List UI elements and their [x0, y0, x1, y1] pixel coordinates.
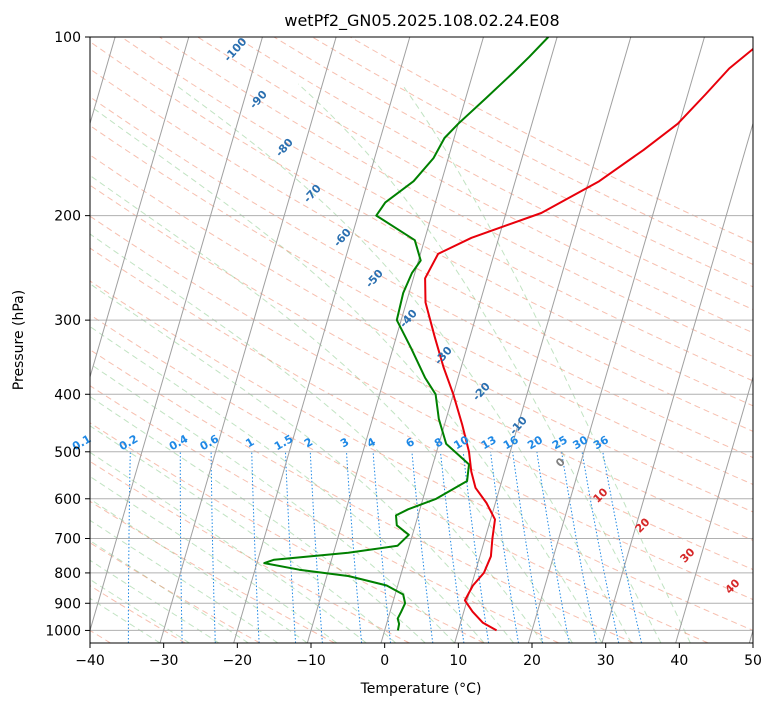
moist-adiabat-line	[174, 83, 632, 643]
y-tick-label: 900	[54, 596, 81, 612]
x-tick-label: −10	[296, 653, 326, 669]
mixing-ratio-line	[581, 451, 620, 643]
y-tick-label: 700	[54, 532, 81, 548]
dry-adiabat-line	[90, 460, 410, 643]
x-tick-label: 50	[744, 653, 762, 669]
moist-adiabat-line	[90, 597, 161, 643]
isotherm-line	[306, 37, 484, 643]
y-tick-label: 400	[54, 387, 81, 403]
y-axis-title: Pressure (hPa)	[11, 290, 27, 390]
x-axis-title: Temperature (°C)	[360, 681, 482, 697]
isotherm-line	[90, 37, 190, 379]
y-tick-label: 300	[54, 313, 81, 329]
mixing-ratio-lines	[127, 451, 642, 643]
profile-series	[263, 37, 753, 632]
mixing-ratio-line	[285, 451, 297, 643]
isotherm-line	[601, 121, 753, 643]
moist-adiabat-line	[401, 83, 691, 643]
moist-adiabat-line	[90, 498, 308, 643]
x-tick-label: 40	[670, 653, 688, 669]
dry-adiabat-line	[90, 585, 186, 643]
dry-adiabat-line	[90, 422, 485, 643]
mixing-ratio-line	[309, 451, 323, 643]
moist-adiabat-line	[90, 363, 456, 643]
moist-adiabat-line	[90, 233, 544, 643]
x-tick-label: 20	[523, 653, 541, 669]
dry-adiabat-line	[90, 247, 753, 601]
dry-adiabat-line	[90, 314, 709, 643]
y-tick-label: 800	[54, 566, 81, 582]
isotherm-line	[90, 37, 263, 633]
y-axis-ticks: 100 200 300 400 500 600 700 800 900 1000	[45, 30, 90, 639]
skewed-isotherms	[90, 37, 753, 643]
isotherm-line	[527, 37, 705, 643]
pressure-gridlines	[90, 37, 753, 631]
isotherm-line	[675, 375, 753, 643]
mixing-ratio-line	[346, 451, 363, 643]
isotherm-line	[233, 37, 411, 643]
x-tick-label: 30	[597, 653, 615, 669]
x-tick-label: −40	[75, 653, 105, 669]
x-axis-ticks: −40 −30 −20 −10 0 10 20 30 40 50	[75, 643, 762, 669]
mixing-ratio-line	[179, 451, 183, 643]
dry-adiabat-line	[235, 37, 753, 311]
dry-adiabat-line	[90, 154, 753, 513]
mixing-ratio-line	[602, 451, 642, 643]
moist-adiabat-line	[90, 519, 279, 643]
dry-adiabat-line	[90, 542, 261, 643]
x-tick-label: −20	[223, 653, 253, 669]
chart-title: wetPf2_GN05.2025.108.02.24.E08	[284, 11, 559, 31]
y-tick-label: 500	[54, 445, 81, 461]
plot-frame	[89, 36, 754, 644]
x-tick-label: 10	[449, 653, 467, 669]
moist-adiabat-line	[297, 83, 662, 643]
temperature-line	[424, 47, 753, 632]
isotherm-line	[454, 37, 632, 643]
moist-adiabat-line	[90, 578, 190, 643]
y-tick-label: 200	[54, 209, 81, 225]
dry-adiabat-line	[121, 37, 753, 382]
y-tick-label: 1000	[45, 623, 81, 639]
isotherm-line	[159, 37, 337, 643]
moist-adiabat-line	[90, 174, 573, 643]
x-tick-label: 0	[380, 653, 389, 669]
dry-adiabat-line	[90, 349, 634, 643]
dry-adiabat-line	[273, 37, 753, 288]
isotherm-line	[380, 37, 558, 643]
plot-area	[90, 37, 753, 643]
y-tick-label: 600	[54, 492, 81, 508]
dewpoint-line	[263, 37, 550, 631]
dry-adiabat-line	[90, 280, 753, 631]
y-tick-label: 100	[54, 30, 81, 46]
dry-adiabat-line	[90, 96, 753, 459]
dry-adiabat-line	[90, 125, 753, 486]
dry-adiabat-line	[90, 184, 753, 541]
moist-adiabat-line	[90, 105, 603, 643]
mixing-ratio-line	[251, 451, 260, 643]
x-tick-label: −30	[149, 653, 179, 669]
dry-adiabat-line	[90, 41, 753, 407]
mixing-ratio-line	[210, 451, 216, 643]
